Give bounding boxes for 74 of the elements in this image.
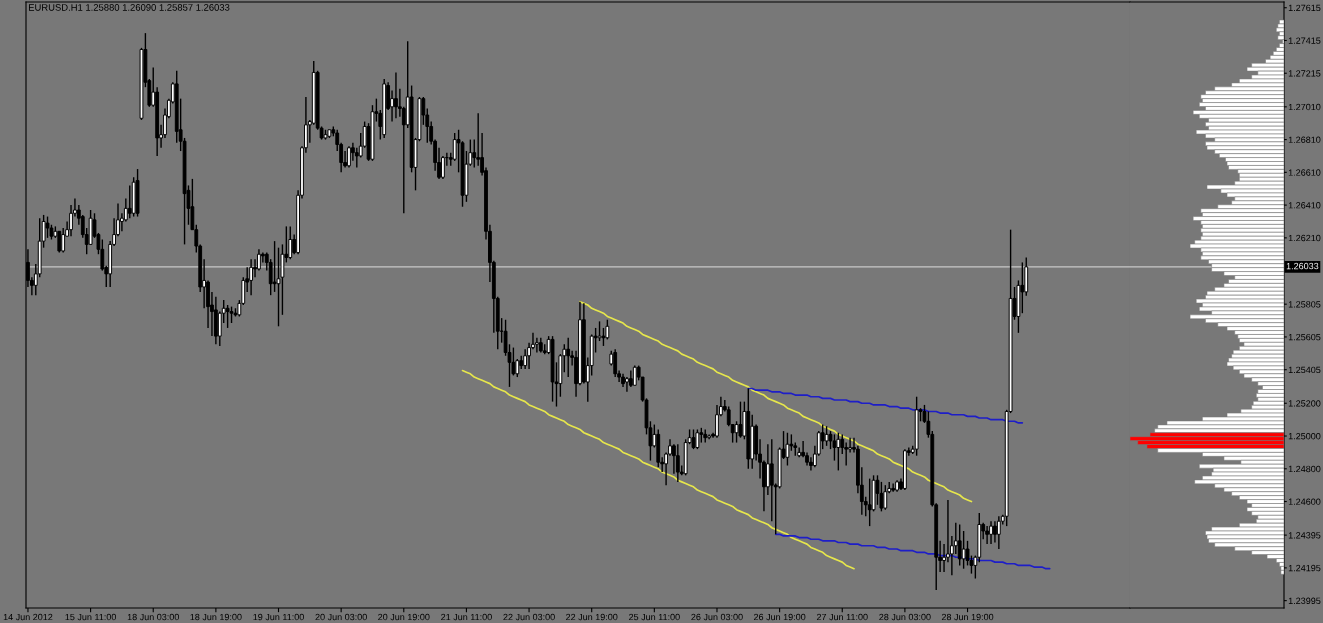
y-tick-label: 1.26810 — [1288, 136, 1321, 143]
candlestick — [625, 376, 629, 393]
candlestick — [675, 443, 680, 483]
candlestick — [288, 225, 293, 260]
candlestick — [691, 428, 696, 450]
x-tick-label: 22 Jun 19:00 — [566, 613, 618, 621]
y-tick-label: 1.25200 — [1288, 400, 1321, 407]
candlestick — [989, 520, 993, 545]
candlestick — [127, 184, 132, 219]
candlestick — [272, 240, 277, 293]
x-tick-label: 20 Jun 19:00 — [378, 613, 430, 621]
candlestick — [734, 420, 739, 444]
candlestick — [601, 327, 606, 347]
candlestick — [566, 337, 571, 378]
y-tick-label: 1.27215 — [1288, 70, 1321, 77]
x-tick-label: 18 Jun 19:00 — [190, 613, 242, 621]
candlestick — [45, 215, 50, 239]
y-tick-label: 1.27615 — [1288, 4, 1321, 12]
x-tick-label: 28 Jun 19:00 — [941, 613, 994, 621]
candlestick — [738, 400, 743, 439]
x-tick-label: 27 Jun 11:00 — [816, 613, 868, 621]
candlestick — [891, 482, 896, 493]
candlestick — [347, 145, 351, 169]
candlestick — [534, 337, 539, 354]
candlestick — [1020, 261, 1025, 314]
candlestick — [253, 258, 257, 278]
candlestick — [249, 258, 254, 296]
candlestick — [225, 304, 230, 329]
y-tick-label: 1.26410 — [1288, 202, 1321, 209]
y-tick-label: 1.27415 — [1288, 37, 1321, 44]
x-tick-label: 28 Jun 03:00 — [879, 613, 931, 621]
candlestick — [883, 484, 888, 511]
candlestick — [985, 525, 990, 545]
x-tick-label: 19 Jun 11:00 — [253, 613, 304, 621]
y-tick-label: 1.24800 — [1288, 465, 1321, 473]
x-tick-label: 26 Jun 03:00 — [691, 613, 743, 621]
y-tick-label: 1.26610 — [1288, 169, 1321, 176]
candlestick — [836, 432, 841, 472]
candlestick — [961, 530, 966, 570]
candlestick — [832, 433, 837, 462]
y-tick-label: 1.24600 — [1288, 498, 1321, 505]
y-tick-label: 1.24195 — [1288, 564, 1321, 572]
x-tick-label: 18 Jun 03:00 — [127, 613, 179, 621]
y-tick-label: 1.25000 — [1288, 432, 1321, 440]
candlestick — [809, 456, 813, 472]
x-tick-label: 15 Jun 11:00 — [65, 613, 117, 621]
x-tick-label: 20 Jun 03:00 — [315, 613, 367, 621]
candlestick — [996, 515, 1001, 550]
ref-line-label: 1.26033 — [1286, 262, 1319, 270]
y-tick-label: 1.26210 — [1288, 234, 1321, 242]
candlestick — [390, 89, 394, 123]
x-tick-label: 22 Jun 03:00 — [503, 613, 555, 621]
candlestick — [57, 230, 62, 254]
y-tick-label: 1.25405 — [1288, 366, 1321, 374]
candlestick — [354, 147, 359, 169]
candlestick — [394, 71, 398, 119]
candlestick — [993, 520, 997, 544]
x-tick-label: 21 Jun 11:00 — [441, 613, 492, 621]
x-tick-label: 26 Jun 19:00 — [753, 613, 806, 621]
candlestick — [957, 523, 962, 567]
candlestick — [785, 432, 790, 467]
candlestick — [867, 477, 872, 527]
candlestick — [848, 436, 852, 454]
chart-title: EURUSD.H1 1.25880 1.26090 1.25857 1.26033 — [28, 4, 230, 11]
candlestick — [61, 227, 66, 254]
y-tick-label: 1.23995 — [1288, 597, 1321, 604]
y-tick-label: 1.25605 — [1288, 333, 1321, 341]
y-tick-label: 1.24395 — [1288, 532, 1321, 539]
candlestick — [613, 348, 618, 378]
candlestick — [597, 320, 602, 342]
y-tick-label: 1.27010 — [1288, 103, 1321, 111]
x-tick-label: 14 Jun 2012 — [3, 613, 53, 621]
y-tick-label: 1.25805 — [1288, 301, 1321, 308]
x-tick-label: 25 Jun 11:00 — [629, 613, 680, 621]
